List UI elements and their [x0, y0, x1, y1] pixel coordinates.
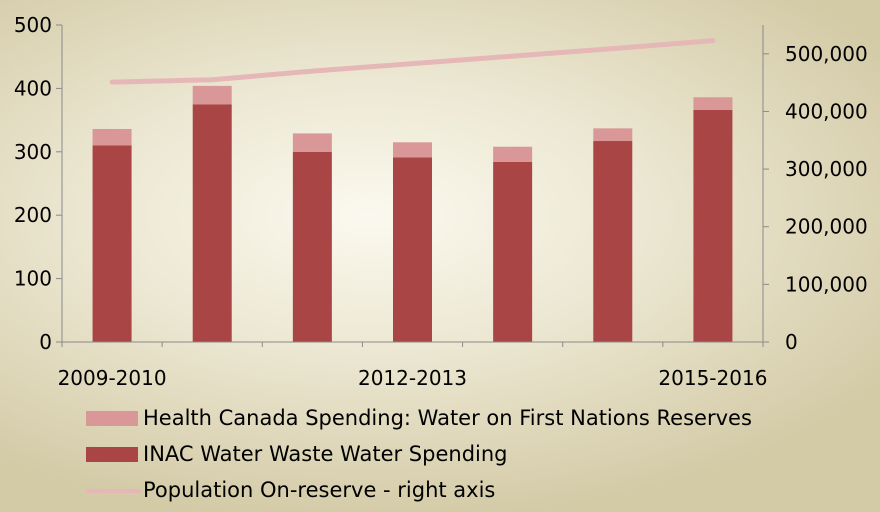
legend-label-population: Population On-reserve - right axis [143, 478, 496, 502]
legend-label-inac: INAC Water Waste Water Spending [143, 442, 508, 466]
line-population [109, 38, 716, 85]
x-tick-2012-2013: 2012-2013 [358, 366, 467, 390]
bar-health-canada-2012-2013 [393, 142, 432, 158]
y-right-tick-400,000: 400,000 [785, 99, 868, 123]
y-left-tick-500: 500 [14, 13, 52, 37]
bar-health-canada-2015-2016 [693, 97, 733, 110]
bar-health-canada-2014-2015 [593, 128, 633, 142]
y-right-tick-0: 0 [785, 330, 798, 354]
y-right-tick-200,000: 200,000 [785, 215, 868, 239]
legend-line-population [86, 489, 142, 493]
bar-inac-2012-2013 [393, 157, 432, 342]
y-left-tick-400: 400 [14, 76, 52, 100]
y-left-tick-200: 200 [14, 203, 52, 227]
legend-swatch-inac [86, 447, 138, 462]
bar-inac-2011-2012 [292, 151, 332, 342]
bar-health-canada-2013-2014 [493, 146, 533, 162]
x-tick-2015-2016: 2015-2016 [658, 366, 767, 390]
y-right-tick-100,000: 100,000 [785, 272, 868, 296]
x-tick-2009-2010: 2009-2010 [58, 366, 167, 390]
bar-inac-2014-2015 [593, 141, 633, 342]
bar-health-canada-2010-2011 [192, 85, 232, 105]
bar-inac-2013-2014 [493, 161, 533, 342]
bar-inac-2010-2011 [192, 104, 232, 342]
y-left-tick-0: 0 [39, 330, 52, 354]
chart-plot: 0 100 200 300 400 500 0 100,000 200,000 300,000 40… [14, 13, 868, 390]
y-right-tick-500,000: 500,000 [785, 42, 868, 66]
y-left-tick-300: 300 [14, 140, 52, 164]
y-right-tick-300,000: 300,000 [785, 157, 868, 181]
bar-inac-2009-2010 [92, 145, 132, 342]
y-left-tick-100: 100 [14, 267, 52, 291]
bar-health-canada-2009-2010 [92, 128, 132, 146]
bar-inac-2015-2016 [693, 109, 733, 343]
legend-swatch-health-canada [86, 411, 138, 426]
bar-health-canada-2011-2012 [292, 133, 332, 152]
legend-label-health-canada: Health Canada Spending: Water on First N… [143, 406, 752, 430]
